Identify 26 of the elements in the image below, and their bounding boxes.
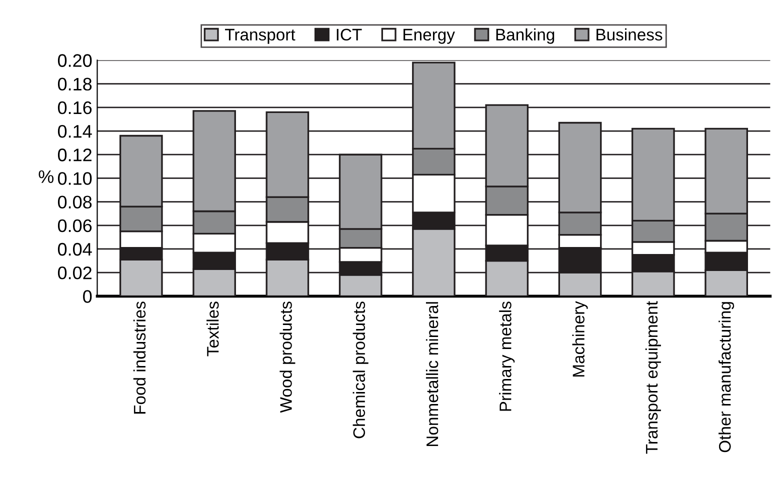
legend-label: Energy — [404, 28, 455, 44]
legend-label: Business — [596, 28, 662, 41]
x-tick-label: Other manufacturing — [718, 302, 734, 452]
x-tick-label: Textiles — [206, 302, 219, 356]
y-tick-label: 0.12 — [58, 148, 92, 162]
y-tick-label: 0.06 — [58, 219, 92, 232]
x-tick-label: Chemical products — [352, 302, 368, 438]
y-tick-label: 0.18 — [58, 78, 92, 91]
y-axis-title: % — [38, 170, 54, 183]
y-tick-label: 0.04 — [58, 242, 92, 256]
y-tick-label: 0.16 — [58, 101, 92, 114]
y-tick-label: 0.14 — [58, 124, 92, 138]
y-tick-label: 0.10 — [58, 172, 92, 185]
x-tick-label: Food industries — [133, 302, 146, 414]
x-tick-label: Wood products — [280, 302, 296, 413]
x-tick-label: Primary metals — [499, 302, 515, 411]
x-tick-label: Machinery — [572, 301, 588, 377]
y-tick-label: 0 — [83, 290, 92, 303]
legend-label: ICT — [336, 28, 362, 41]
y-tick-label: 0.20 — [58, 54, 92, 67]
legend-label: Transport — [225, 28, 296, 44]
y-tick-label: 0.02 — [58, 266, 92, 280]
legend-label: Banking — [496, 28, 554, 44]
x-tick-label: Transport equipment — [645, 301, 661, 454]
y-tick-label: 0.08 — [58, 196, 92, 209]
x-tick-label: Nonmetallic mineral — [426, 302, 438, 446]
